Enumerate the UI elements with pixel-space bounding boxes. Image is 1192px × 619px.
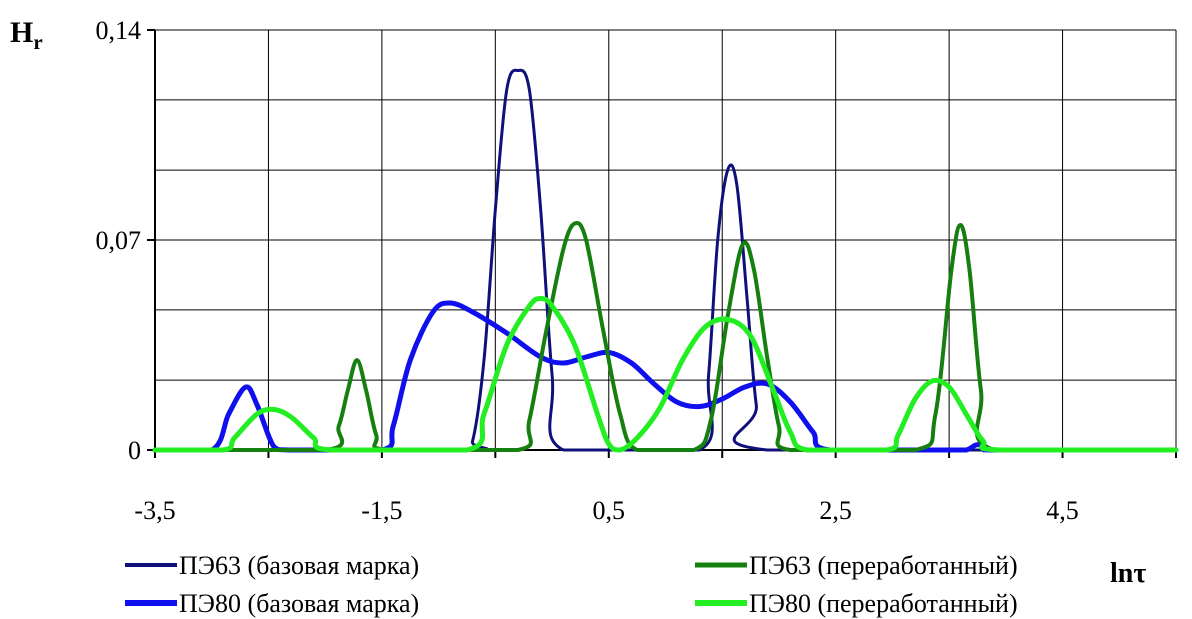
y-axis-label: Hr — [10, 16, 43, 54]
series-line-2 — [153, 220, 1178, 453]
y-tick-label-0: 0 — [128, 436, 141, 465]
x-tick-labels: -3,5 -1,5 0,5 2,5 4,5 — [134, 496, 1078, 525]
series-line-1 — [152, 300, 1179, 453]
x-tick-label-2: 0,5 — [593, 496, 626, 525]
grid — [154, 29, 1177, 451]
y-tick-label-1: 0,07 — [96, 226, 142, 255]
series-line-0 — [153, 68, 1178, 452]
legend-label-0: ПЭ63 (базовая марка) — [179, 551, 419, 580]
x-tick-label-3: 2,5 — [819, 496, 852, 525]
x-tick-label-1: -1,5 — [361, 496, 402, 525]
y-tick-labels: 0 0,07 0,14 — [96, 16, 142, 465]
legend-label-3: ПЭ80 (переработанный) — [749, 589, 1018, 618]
x-tick-label-4: 4,5 — [1046, 496, 1079, 525]
y-axis-label-sub: r — [33, 30, 42, 54]
legend: ПЭ63 (базовая марка) ПЭ63 (переработанный… — [125, 551, 1018, 618]
y-axis-label-main: H — [10, 16, 33, 49]
x-axis-label: lnτ — [1110, 558, 1146, 589]
y-tick-label-2: 0,14 — [96, 16, 142, 45]
legend-label-1: ПЭ63 (переработанный) — [749, 551, 1018, 580]
x-tick-label-0: -3,5 — [134, 496, 175, 525]
series-group — [152, 68, 1179, 453]
series-line-3 — [152, 295, 1179, 453]
legend-label-2: ПЭ80 (базовая марка) — [179, 589, 419, 618]
